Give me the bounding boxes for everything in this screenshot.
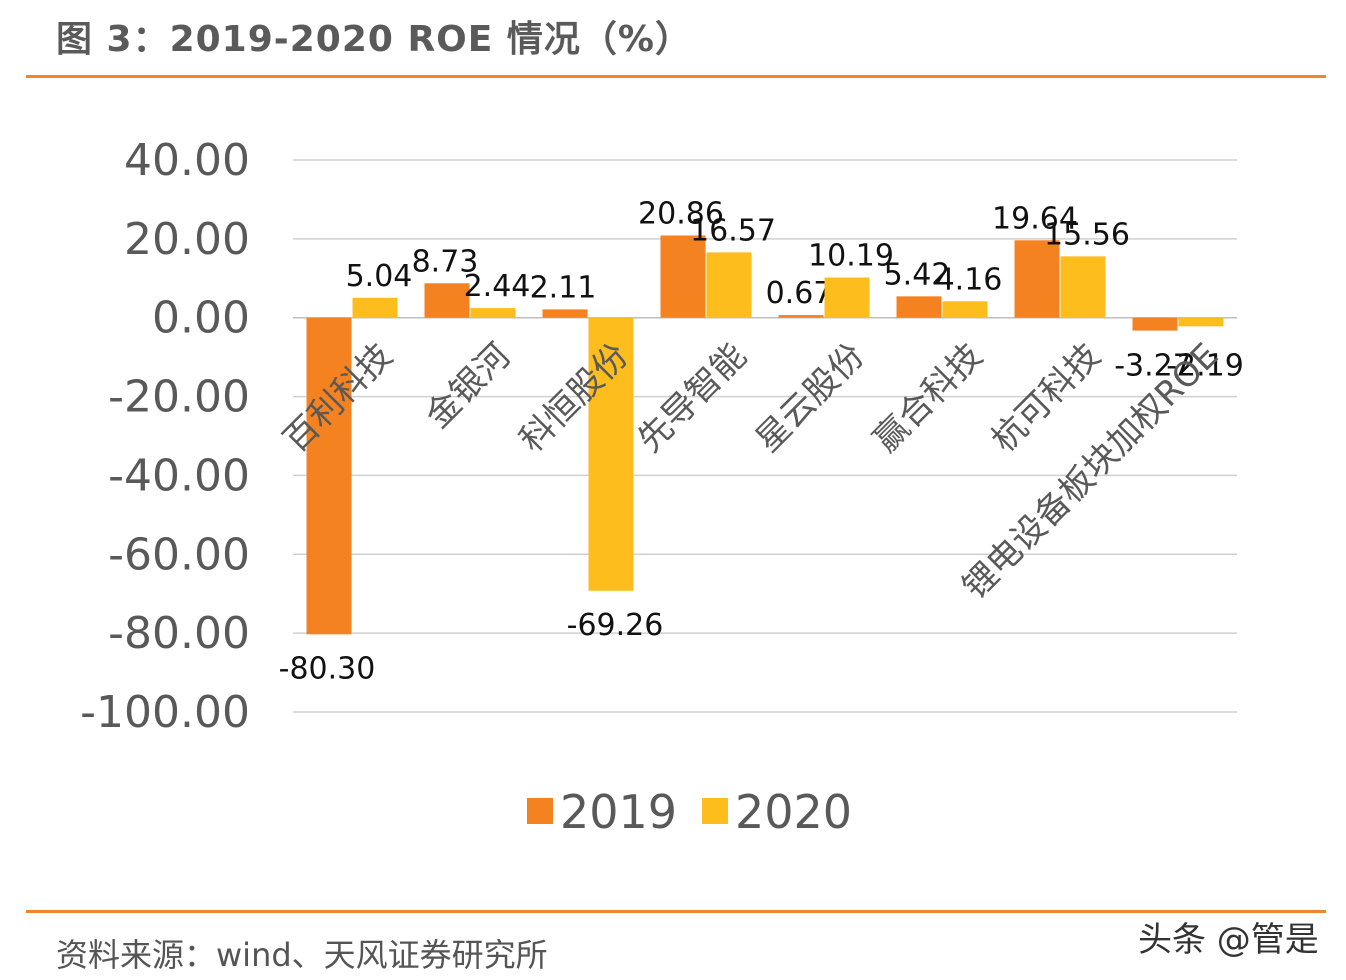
data-label: 5.42 bbox=[884, 257, 951, 292]
data-label: 19.64 bbox=[992, 201, 1078, 236]
data-label: 4.16 bbox=[936, 262, 1003, 297]
roe-bar-chart: 40.00 20.00 0.00 -20.00 -40.00 -60.00 -80.00 -1… bbox=[80, 135, 1244, 839]
bar-2019 bbox=[424, 283, 470, 318]
data-label: -80.30 bbox=[279, 651, 376, 686]
bar-2020 bbox=[470, 308, 516, 318]
bar-2019 bbox=[1132, 317, 1178, 331]
y-tick-label: -80.00 bbox=[108, 608, 250, 659]
y-tick-label: -20.00 bbox=[108, 372, 250, 423]
bottom-divider bbox=[26, 910, 1326, 913]
bar-2020 bbox=[706, 252, 752, 318]
bar-2020 bbox=[352, 297, 398, 318]
category-label: 杭可科技 bbox=[984, 336, 1108, 460]
bar-2019 bbox=[896, 296, 942, 318]
bar-2019 bbox=[778, 315, 824, 318]
y-tick-label: -100.00 bbox=[80, 687, 250, 738]
y-tick-label: 0.00 bbox=[152, 293, 250, 344]
data-label: 10.19 bbox=[808, 239, 894, 274]
data-label: 16.57 bbox=[690, 213, 776, 248]
legend-swatch-2020 bbox=[702, 798, 728, 824]
data-label: 0.67 bbox=[766, 276, 833, 311]
bar-2020 bbox=[1178, 317, 1224, 327]
bar-2020 bbox=[942, 301, 988, 318]
y-tick-label: 20.00 bbox=[124, 214, 250, 265]
bar-2020 bbox=[588, 317, 634, 591]
bar-2020 bbox=[824, 277, 870, 318]
legend-label: 2020 bbox=[735, 785, 852, 839]
bar-2019 bbox=[542, 309, 588, 318]
data-label: 8.73 bbox=[412, 244, 479, 279]
data-label: 15.56 bbox=[1044, 217, 1130, 252]
data-label: 5.04 bbox=[346, 259, 413, 294]
category-label: 金银河 bbox=[418, 336, 518, 436]
bar-2019 bbox=[660, 235, 706, 318]
watermark: 头条 @管是 bbox=[1138, 920, 1319, 960]
bar-2019 bbox=[306, 317, 352, 635]
category-label: 赢合科技 bbox=[866, 336, 990, 460]
source-note: 资料来源：wind、天风证券研究所 bbox=[56, 936, 548, 974]
data-label: 20.86 bbox=[638, 196, 724, 231]
y-tick-label: 40.00 bbox=[124, 135, 250, 186]
data-label: 2.11 bbox=[530, 270, 597, 305]
legend-swatch-2019 bbox=[527, 798, 553, 824]
y-tick-label: -40.00 bbox=[108, 450, 250, 501]
legend-label: 2019 bbox=[560, 785, 677, 839]
data-label: -2.19 bbox=[1166, 349, 1244, 384]
bar-2019 bbox=[1014, 240, 1060, 318]
category-label: 星云股份 bbox=[748, 336, 872, 460]
category-label: 先导智能 bbox=[630, 336, 754, 460]
data-label: -69.26 bbox=[567, 608, 664, 643]
data-label: -3.27 bbox=[1114, 349, 1192, 384]
bar-2020 bbox=[1060, 256, 1106, 318]
top-divider bbox=[26, 75, 1326, 78]
y-tick-label: -60.00 bbox=[108, 529, 250, 580]
data-label: 2.44 bbox=[464, 269, 531, 304]
chart-title: 图 3：2019-2020 ROE 情况（%） bbox=[56, 19, 692, 60]
